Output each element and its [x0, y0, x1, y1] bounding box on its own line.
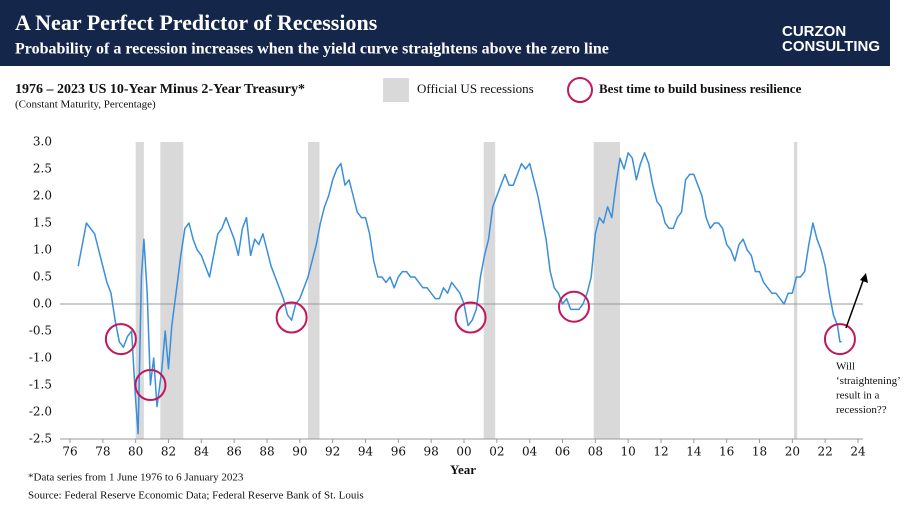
y-tick-label: 0.0 — [33, 297, 52, 311]
x-tick-label: 08 — [588, 445, 603, 459]
x-tick-label: 10 — [621, 445, 636, 459]
y-tick-label: 0.5 — [33, 270, 52, 284]
x-tick-label: 16 — [719, 445, 734, 459]
recession-band — [135, 142, 144, 439]
x-tick-label: 04 — [522, 445, 538, 459]
y-tick-label: -1.0 — [29, 351, 52, 365]
logo: CURZON — [782, 23, 846, 40]
x-tick-label: 92 — [325, 445, 340, 459]
y-tick-label: 1.0 — [33, 243, 52, 257]
annotation: result in a — [836, 390, 879, 402]
x-tick-label: 06 — [555, 445, 570, 459]
legend-label: Best time to build business resilience — [599, 81, 802, 96]
chart-subtitle: (Constant Maturity, Percentage) — [15, 99, 156, 111]
x-tick-label: 84 — [194, 445, 210, 459]
legend-swatch — [383, 78, 409, 102]
x-tick-label: 20 — [785, 445, 800, 459]
header-subtitle: Probability of a recession increases whe… — [15, 41, 609, 58]
x-tick-label: 76 — [62, 445, 77, 459]
y-tick-label: -1.5 — [29, 378, 52, 392]
x-tick-label: 82 — [161, 445, 176, 459]
footnote: Source: Federal Reserve Economic Data; F… — [28, 490, 364, 502]
y-tick-label: 3.0 — [33, 135, 52, 149]
series-line — [77, 152, 842, 435]
recession-band — [160, 142, 184, 439]
x-tick-label: 22 — [818, 445, 833, 459]
legend-label: Official US recessions — [417, 81, 534, 96]
highlight-circle — [104, 323, 137, 356]
x-tick-label: 12 — [653, 445, 668, 459]
recession-band — [793, 142, 798, 439]
recession-band — [308, 142, 320, 439]
arrow-head — [860, 273, 868, 283]
highlight-circle — [823, 323, 856, 356]
x-tick-label: 80 — [128, 445, 143, 459]
annotation: recession?? — [836, 404, 887, 416]
y-tick-label: 1.5 — [33, 216, 52, 230]
highlight-circle — [557, 290, 590, 323]
header-band — [0, 0, 890, 66]
x-tick-label: 88 — [259, 445, 274, 459]
logo: CONSULTING — [782, 38, 880, 55]
y-tick-label: 2.5 — [33, 162, 52, 176]
footnote: *Data series from 1 June 1976 to 6 Janua… — [28, 472, 244, 484]
y-tick-label: -2.5 — [29, 432, 52, 446]
x-tick-label: 94 — [358, 445, 374, 459]
arrow — [845, 277, 865, 329]
plot: 3.0 2.5 2.0 1.5 1.0 0.5 0.0 -0.5 -1.0 -1.5 -2.0 -2.… — [29, 135, 901, 459]
x-tick-label: 90 — [292, 445, 307, 459]
x-tick-label: 18 — [752, 445, 767, 459]
x-tick-label: 14 — [686, 445, 702, 459]
x-tick-label: 96 — [391, 445, 406, 459]
x-tick-label: 78 — [95, 445, 110, 459]
annotation: ‘straightening’ — [836, 375, 901, 387]
y-tick-label: -2.0 — [29, 405, 52, 419]
recession-band — [483, 142, 496, 439]
highlight-circle — [275, 301, 308, 334]
header-title: A Near Perfect Predictor of Recessions — [15, 10, 378, 35]
x-tick-label: 00 — [456, 445, 471, 459]
x-tick-label: 98 — [424, 445, 439, 459]
x-tick-label: 02 — [489, 445, 504, 459]
legend-circle — [567, 77, 593, 103]
x-tick-label: 24 — [850, 445, 866, 459]
x-axis-label: Year — [450, 462, 476, 477]
x-tick-label: 86 — [227, 445, 242, 459]
highlight-circle — [454, 301, 487, 334]
chart-title: 1976 – 2023 US 10-Year Minus 2-Year Trea… — [15, 82, 305, 97]
y-tick-label: -0.5 — [29, 324, 52, 338]
highlight-circle — [134, 369, 167, 401]
annotation: Will — [836, 361, 855, 373]
y-tick-label: 2.0 — [33, 189, 52, 203]
